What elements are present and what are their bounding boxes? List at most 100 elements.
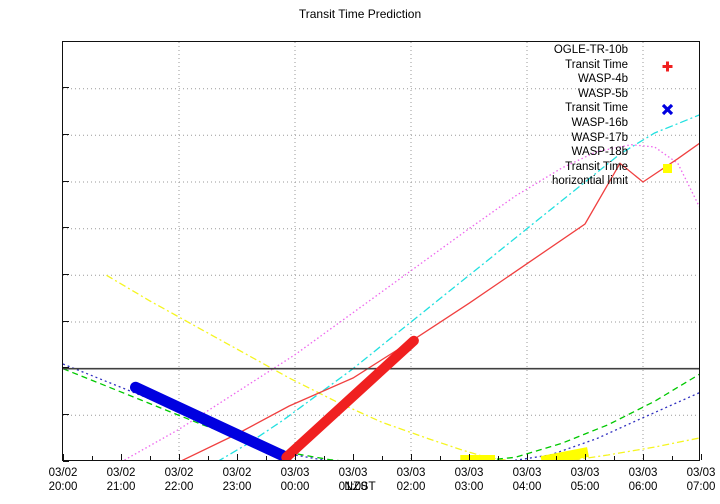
y-tickmark (63, 133, 69, 135)
x-tick-label: 03/03 06:00 (603, 466, 683, 494)
series-ogle-tr-10b (181, 142, 699, 460)
legend-label: WASP-17b (571, 131, 628, 144)
x-tick-time: 00:00 (280, 481, 310, 493)
x-tick-time: 06:00 (628, 481, 658, 493)
legend-item-transit-time-yellow: Transit Time (530, 161, 700, 176)
x-tick-time: 07:00 (686, 481, 716, 493)
x-tickmark-minor (382, 456, 383, 460)
x-tick-label: 03/03 00:00 (255, 466, 335, 494)
square-marker-icon (663, 163, 672, 173)
legend-label: Transit Time (565, 160, 628, 173)
legend-label: OGLE-TR-10b (553, 44, 628, 56)
plot-clip (63, 42, 699, 460)
x-tickmark (237, 454, 238, 460)
plot-area: 0 10 20 30 40 50 60 70 80 90 03/02 20:00… (49, 40, 715, 493)
x-tick-date: 03/02 (48, 467, 78, 479)
legend-item-wasp-5b: WASP-5b (530, 88, 700, 103)
x-tickmark-minor (208, 456, 209, 460)
x-tickmark (121, 454, 122, 460)
legend-item-transit-time-red: Transit Time (530, 59, 700, 74)
series-wasp-4b (63, 368, 699, 460)
x-tick-label: 03/02 20:00 (23, 466, 103, 494)
y-tickmark (63, 320, 69, 322)
x-tick-date: 03/02 (222, 467, 252, 479)
x-tick-label: 03/02 23:00 (197, 466, 277, 494)
legend-label: horizontial limit (551, 175, 628, 188)
x-tickmark-minor (324, 456, 325, 460)
x-tick-time: 20:00 (48, 481, 78, 493)
x-tickmark (469, 454, 470, 460)
x-tick-label: 03/03 07:00 (661, 466, 720, 494)
x-tick-label: 03/03 05:00 (545, 466, 625, 494)
y-tickmark (63, 367, 69, 369)
x-axis-label: NZST (344, 479, 376, 493)
x-tick-time: 05:00 (570, 481, 600, 493)
x-tick-date: 03/03 (570, 467, 600, 479)
x-tick-time: 01:00 (338, 481, 368, 493)
x-tickmark (295, 454, 296, 460)
x-tickmark-minor (556, 456, 557, 460)
legend-label: WASP-18b (571, 146, 628, 159)
x-tick-date: 03/03 (454, 467, 484, 479)
legend-item-ogle-tr-10b: OGLE-TR-10b (530, 44, 700, 59)
x-tick-time: 21:00 (106, 481, 136, 493)
y-tickmark (63, 273, 69, 275)
x-tickmark-minor (92, 456, 93, 460)
x-tickmark (179, 454, 180, 460)
y-tickmark (63, 460, 69, 462)
x-tick-time: 04:00 (512, 481, 542, 493)
x-tick-date: 03/03 (396, 467, 426, 479)
legend-item-transit-time-blue: Transit Time (530, 102, 700, 117)
x-tick-date: 03/02 (164, 467, 194, 479)
chart-title: Transit Time Prediction (298, 7, 422, 21)
x-tickmark-minor (266, 456, 267, 460)
transit-marker-red (281, 335, 419, 460)
legend-item-wasp-17b: WASP-17b (530, 132, 700, 147)
x-tick-date: 03/03 (628, 467, 658, 479)
y-tickmark (63, 180, 69, 182)
x-tick-date: 03/03 (338, 467, 368, 479)
x-tickmark (585, 454, 586, 460)
x-tickmark (411, 454, 412, 460)
x-tick-time: 03:00 (454, 481, 484, 493)
x-tickmark-minor (614, 456, 615, 460)
x-marker-icon (662, 104, 673, 116)
x-tick-date: 03/03 (686, 467, 716, 479)
legend-label: Transit Time (565, 102, 628, 115)
x-tickmark (63, 454, 64, 460)
y-tickmark (63, 227, 69, 229)
x-tick-time: 02:00 (396, 481, 426, 493)
x-tickmark (527, 454, 528, 460)
x-tick-label: 03/02 21:00 (81, 466, 161, 494)
x-tick-date: 03/03 (512, 467, 542, 479)
x-tickmark (643, 454, 644, 460)
x-tickmark-minor (672, 456, 673, 460)
legend-label: WASP-4b (577, 73, 628, 86)
legend-label: WASP-16b (571, 116, 628, 129)
x-tick-label: 03/02 22:00 (139, 466, 219, 494)
x-tick-date: 03/02 (106, 467, 136, 479)
x-tick-time: 23:00 (222, 481, 252, 493)
legend: OGLE-TR-10b Transit Time WASP-4b WASP-5b… (530, 44, 700, 190)
x-tick-date: 03/03 (280, 467, 310, 479)
x-tickmark (701, 454, 702, 460)
series-wasp-5b (63, 363, 699, 460)
y-tickmark (63, 87, 69, 89)
series-wasp-17b (218, 114, 699, 460)
series-wasp-18b (106, 274, 699, 460)
x-tickmark-minor (440, 456, 441, 460)
x-tick-time: 22:00 (164, 481, 194, 493)
legend-label: WASP-5b (577, 87, 628, 100)
y-tickmark (63, 40, 69, 42)
x-tick-label: 03/03 03:00 (429, 466, 509, 494)
chart-canvas (63, 42, 699, 460)
x-tick-label: 03/03 01:00 (313, 466, 393, 494)
x-tickmark-minor (150, 456, 151, 460)
x-tickmark (353, 454, 354, 460)
transit-marker-yellow-2 (540, 447, 589, 460)
legend-label: Transit Time (565, 58, 628, 71)
plus-marker-icon (662, 61, 673, 72)
series-wasp-16b (123, 144, 699, 460)
legend-item-wasp-4b: WASP-4b (530, 73, 700, 88)
legend-item-wasp-16b: WASP-16b (530, 117, 700, 132)
